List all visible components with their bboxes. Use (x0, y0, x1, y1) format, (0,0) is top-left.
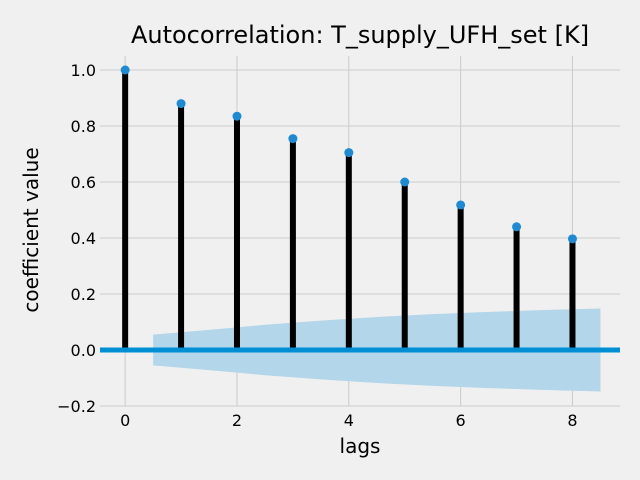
x-tick-label: 0 (120, 411, 130, 430)
data-point (456, 200, 466, 210)
data-point (232, 111, 242, 121)
y-tick-label: 0.6 (71, 173, 96, 192)
x-tick-label: 6 (456, 411, 466, 430)
x-tick-label: 4 (344, 411, 354, 430)
data-point (288, 134, 298, 144)
x-axis-label: lags (340, 434, 381, 458)
data-point (176, 99, 186, 109)
y-tick-label: 0.2 (71, 285, 96, 304)
data-point (120, 65, 130, 75)
data-point (567, 234, 577, 244)
chart-title: Autocorrelation: T_supply_UFH_set [K] (131, 21, 589, 49)
markers-layer (120, 65, 577, 244)
y-tick-label: 0.4 (71, 229, 96, 248)
x-tick-label: 8 (567, 411, 577, 430)
stems-layer (122, 70, 576, 350)
y-tick-label: 0.0 (71, 341, 96, 360)
y-tick-label: 1.0 (71, 61, 96, 80)
data-point (512, 222, 522, 232)
data-point (400, 177, 410, 187)
data-point (344, 148, 354, 158)
y-tick-label: 0.8 (71, 117, 96, 136)
y-axis-label: coefficient value (19, 147, 43, 312)
x-tick-label: 2 (232, 411, 242, 430)
tick-labels-layer: 0 2 4 6 8 −0.2 0.0 0.2 0.4 0.6 0.8 1.0 (57, 61, 577, 430)
y-tick-label: −0.2 (57, 397, 96, 416)
